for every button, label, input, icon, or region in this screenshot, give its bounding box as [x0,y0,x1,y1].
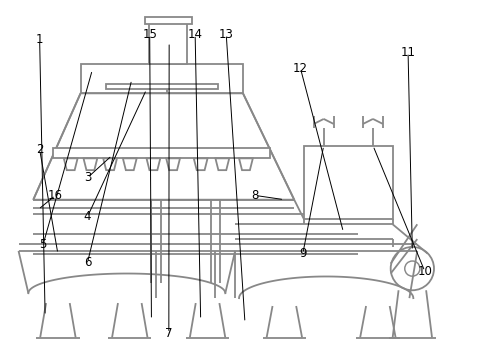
Polygon shape [123,158,137,170]
Text: 8: 8 [251,189,259,202]
Text: 12: 12 [293,62,308,75]
Text: 5: 5 [39,238,47,251]
Text: 4: 4 [84,210,91,223]
Bar [53,149,270,158]
Polygon shape [239,158,253,170]
Text: 15: 15 [142,28,157,41]
Text: 6: 6 [84,256,91,269]
Text: 7: 7 [165,327,173,340]
Polygon shape [194,158,208,170]
Text: 16: 16 [48,189,63,202]
Text: 10: 10 [417,265,432,278]
Polygon shape [146,158,160,170]
Polygon shape [34,93,294,200]
Polygon shape [215,158,229,170]
Bar [106,84,218,89]
Text: 13: 13 [219,28,234,41]
Text: 11: 11 [400,46,416,59]
Text: 9: 9 [299,247,307,260]
Bar [81,64,243,93]
Bar [150,20,187,64]
Polygon shape [166,158,180,170]
Text: 1: 1 [36,33,43,46]
Bar [304,145,393,219]
Text: 14: 14 [188,28,203,41]
Text: 3: 3 [84,171,91,184]
Text: 2: 2 [36,143,43,156]
Polygon shape [84,158,97,170]
Bar [144,17,192,24]
Polygon shape [103,158,117,170]
Polygon shape [64,158,78,170]
